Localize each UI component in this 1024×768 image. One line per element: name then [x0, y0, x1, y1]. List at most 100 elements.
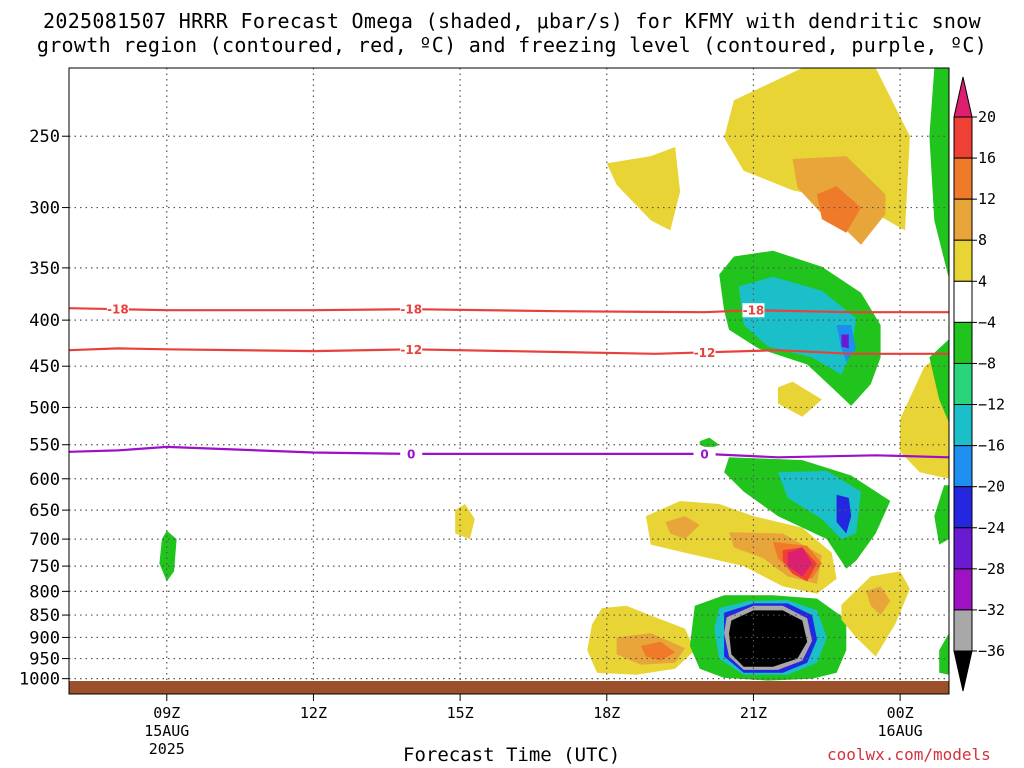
x-tick-date: 15AUG	[144, 722, 189, 740]
y-tick-label: 500	[29, 398, 60, 418]
omega-region	[738, 276, 857, 375]
omega-shading	[159, 68, 949, 681]
colorbar-label: −36	[978, 642, 1005, 660]
omega-region	[159, 530, 177, 582]
colorbar-label: 16	[978, 149, 996, 167]
omega-region	[865, 586, 891, 616]
contour-label-bg	[693, 446, 716, 461]
contour-label: -18	[400, 303, 422, 317]
x-tick-label: 09Z	[153, 704, 180, 722]
contour-label-bg	[106, 302, 129, 317]
colorbar-top-arrow	[953, 76, 973, 118]
omega-region	[606, 147, 681, 231]
omega-region	[836, 494, 852, 534]
pressure-axis: 2503003504004505005506006507007508008509…	[19, 127, 69, 690]
contour-label-bg	[400, 342, 423, 357]
colorbar-segment	[953, 527, 973, 570]
y-tick-label: 450	[29, 357, 60, 377]
contour-label-bg	[693, 345, 716, 360]
colorbar-label: 20	[978, 108, 996, 126]
omega-region	[841, 334, 849, 349]
x-tick-label: 18Z	[593, 704, 620, 722]
contour-label-bg	[400, 302, 423, 317]
y-tick-label: 400	[29, 311, 60, 331]
contour-label: -18	[743, 304, 765, 318]
colorbar-label: −24	[978, 519, 1005, 537]
contour-label-bg	[400, 446, 423, 461]
colorbar-segment	[953, 486, 973, 529]
colorbar-bottom-arrow	[953, 650, 973, 692]
omega-region	[665, 516, 700, 540]
colorbar-label: −16	[978, 437, 1005, 455]
colorbar-segment	[953, 116, 973, 159]
y-tick-label: 800	[29, 582, 60, 602]
omega-region	[641, 641, 676, 661]
omega-region	[929, 68, 949, 279]
y-tick-label: 600	[29, 470, 60, 490]
contour-label: -12	[694, 346, 716, 360]
colorbar-segment	[953, 362, 973, 406]
x-tick-label: 00Z	[887, 704, 914, 722]
contour-line	[69, 307, 949, 314]
y-tick-label: 700	[29, 530, 60, 550]
colorbar-segment	[953, 404, 973, 447]
ground-surface	[69, 681, 949, 694]
chart-title-line-1: 2025081507 HRRR Forecast Omega (shaded, …	[43, 9, 981, 33]
contour-label-bg	[742, 303, 765, 318]
grid-lines	[69, 68, 949, 694]
colorbar-segment	[953, 568, 973, 611]
omega-region	[817, 186, 861, 233]
colorbar-segment	[953, 157, 973, 200]
y-tick-label: 750	[29, 557, 60, 577]
y-tick-label: 1000	[19, 670, 60, 690]
contour-lines: -18 -18 -18 -12 -12 0 0	[69, 302, 949, 461]
contour-label: 0	[407, 447, 415, 461]
colorbar-label: −32	[978, 601, 1005, 619]
y-tick-label: 350	[29, 259, 60, 279]
colorbar-label: −12	[978, 396, 1005, 414]
x-tick-date: 16AUG	[878, 722, 923, 740]
y-tick-label: 250	[29, 127, 60, 147]
x-tick-label: 15Z	[447, 704, 474, 722]
contour-line	[69, 347, 949, 355]
colorbar-segment	[953, 321, 973, 364]
y-tick-label: 550	[29, 436, 60, 456]
colorbar-segment	[953, 280, 973, 323]
colorbar-label: −4	[978, 313, 996, 331]
colorbar-label: 8	[978, 231, 987, 249]
x-axis-title: Forecast Time (UTC)	[403, 744, 621, 766]
x-tick-label: 12Z	[300, 704, 327, 722]
plot-frame	[68, 67, 950, 695]
colorbar-segment	[953, 609, 973, 652]
y-tick-label: 650	[29, 501, 60, 521]
colorbar-label: 4	[978, 272, 987, 290]
credit-link[interactable]: coolwx.com/models	[827, 745, 991, 764]
omega-region	[939, 633, 949, 675]
omega-region	[729, 610, 808, 667]
contour-label: -12	[400, 343, 422, 357]
omega-region	[787, 547, 813, 577]
omega-region	[934, 485, 949, 545]
y-tick-label: 950	[29, 650, 60, 670]
y-tick-label: 850	[29, 606, 60, 626]
contour-label: 0	[700, 447, 708, 461]
colorbar-segment	[953, 445, 973, 488]
contour-line	[69, 445, 949, 459]
colorbar-segment	[953, 239, 973, 282]
omega-region	[929, 339, 949, 423]
chart-title-line-2: growth region (contoured, red, ºC) and f…	[36, 33, 988, 57]
colorbar-label: −20	[978, 478, 1005, 496]
x-tick-year: 2025	[149, 740, 185, 758]
contour-label: -18	[107, 303, 129, 317]
colorbar-segment	[953, 198, 973, 241]
x-tick-label: 21Z	[740, 704, 767, 722]
omega-region	[841, 571, 910, 657]
omega-region	[777, 381, 822, 417]
colorbar-label: −8	[978, 354, 996, 372]
y-tick-label: 900	[29, 628, 60, 648]
omega-region	[699, 437, 720, 449]
colorbar-label: 12	[978, 190, 996, 208]
y-tick-label: 300	[29, 199, 60, 219]
